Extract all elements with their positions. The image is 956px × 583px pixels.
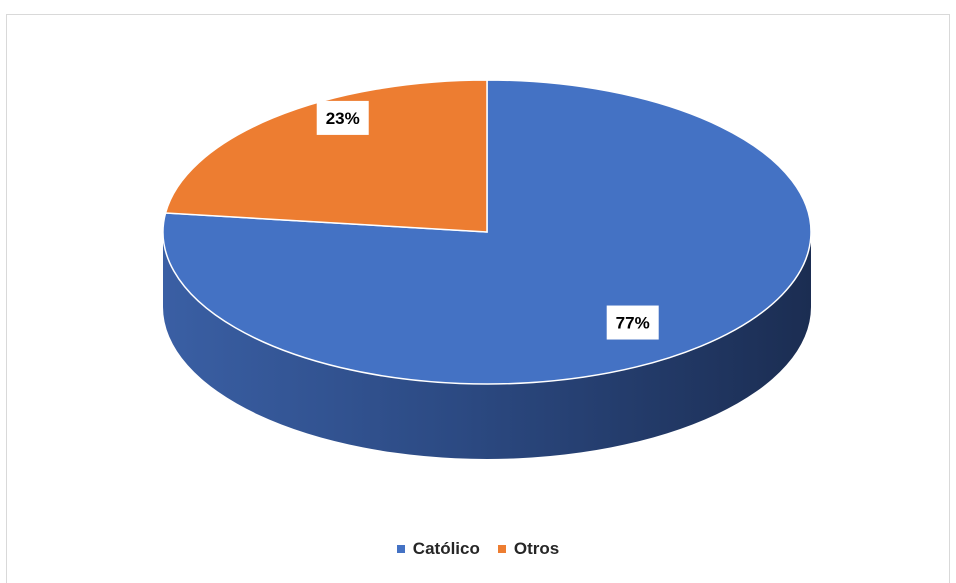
pie-slice-otros [164,79,488,233]
data-label-otros-box [316,100,369,135]
data-label-catolico: 77% [606,305,659,340]
legend-swatch-catolico [396,545,405,553]
legend: Católico Otros [0,539,956,559]
legend-label-otros: Otros [513,539,560,558]
legend-item-catolico: Católico [396,539,480,559]
data-label-otros-text: 23% [326,109,360,128]
data-label-otros: 23% [316,100,369,135]
legend-label-catolico: Católico [412,539,480,558]
data-label-catolico-box [606,305,659,340]
legend-swatch-otros [497,545,506,553]
legend-item-otros: Otros [497,539,560,559]
pie-side-wall [163,232,811,459]
data-label-catolico-text: 77% [616,314,650,333]
